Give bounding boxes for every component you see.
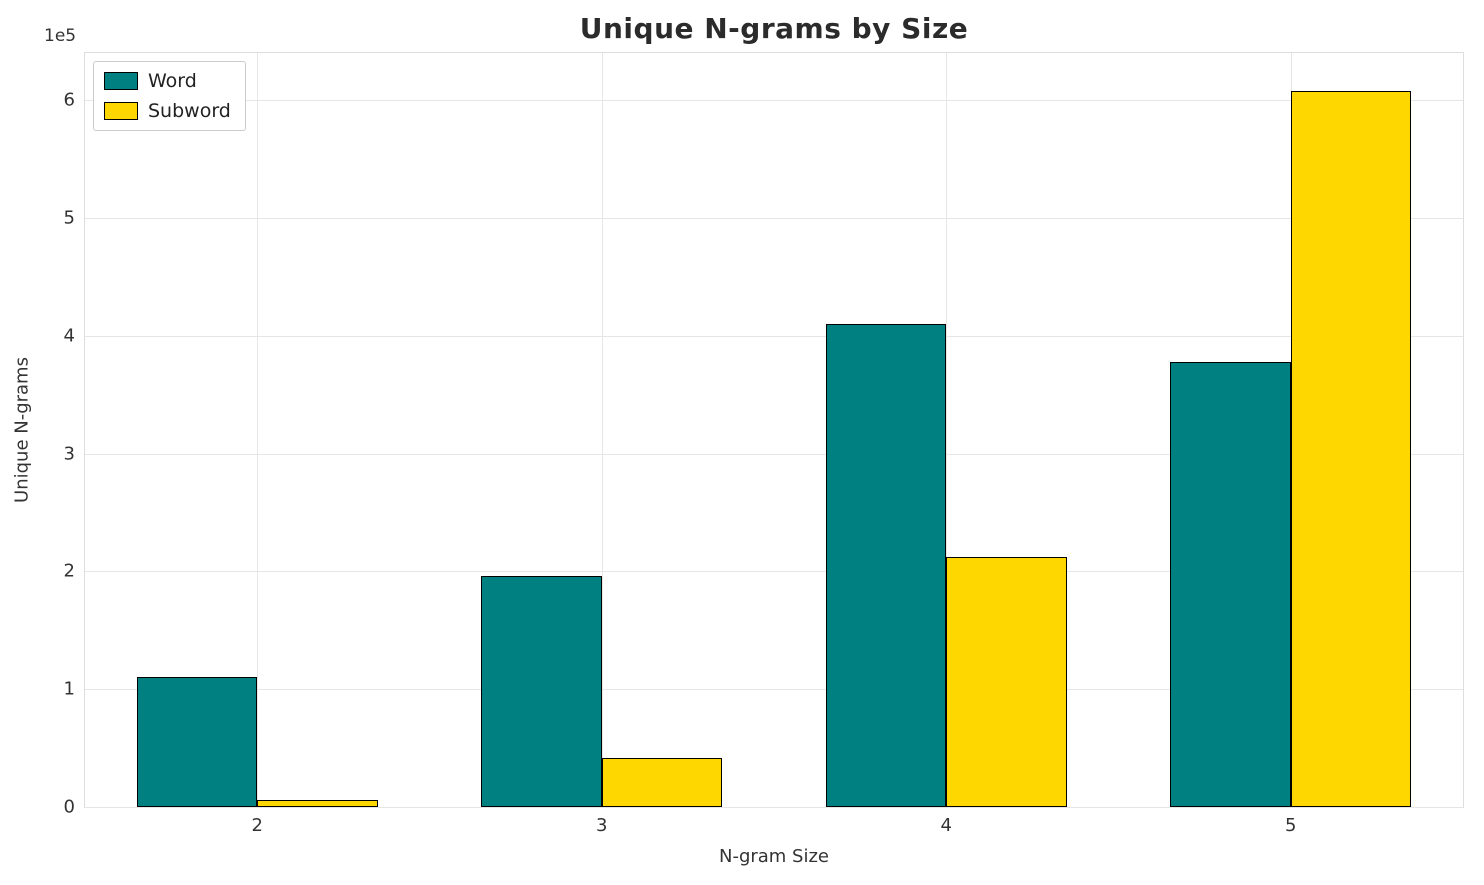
bar-word-5 xyxy=(1170,361,1291,807)
y-axis-label: Unique N-grams xyxy=(11,357,33,503)
legend-swatch-subword xyxy=(104,102,138,120)
bar-subword-4 xyxy=(946,557,1067,807)
horizontal-gridline xyxy=(85,335,1463,337)
legend-label-word: Word xyxy=(148,70,197,92)
chart-title: Unique N-grams by Size xyxy=(579,12,969,45)
x-tick-label: 5 xyxy=(1285,815,1297,836)
y-tick-label: 2 xyxy=(63,560,75,582)
bar-subword-2 xyxy=(257,799,378,807)
y-tick-label: 3 xyxy=(63,443,75,465)
horizontal-gridline xyxy=(85,571,1463,573)
horizontal-gridline xyxy=(85,689,1463,691)
bar-word-3 xyxy=(481,576,602,807)
y-tick-label: 1 xyxy=(63,678,75,700)
legend-entry-word: Word xyxy=(104,70,231,92)
horizontal-gridline xyxy=(85,217,1463,219)
y-axis-offset-text: 1e5 xyxy=(44,26,77,46)
bar-word-2 xyxy=(136,677,258,807)
legend: Word Subword xyxy=(93,61,246,131)
y-tick-label: 0 xyxy=(63,796,75,818)
horizontal-gridline xyxy=(85,453,1463,455)
y-tick-label: 6 xyxy=(63,89,75,111)
horizontal-gridline xyxy=(85,807,1463,808)
x-tick-label: 3 xyxy=(596,815,608,836)
bar-word-4 xyxy=(825,323,947,807)
legend-entry-subword: Subword xyxy=(104,100,231,122)
y-tick-label: 4 xyxy=(63,325,75,347)
x-axis-label: N-gram Size xyxy=(718,846,830,867)
bar-subword-5 xyxy=(1290,90,1412,807)
x-tick-label: 2 xyxy=(251,815,263,836)
legend-label-subword: Subword xyxy=(148,100,231,122)
plot-area: Word Subword 0 1 2 3 4 5 6 2 3 4 5 xyxy=(64,52,1464,836)
vertical-gridline xyxy=(946,53,948,807)
legend-swatch-word xyxy=(104,72,138,90)
bar-subword-3 xyxy=(601,757,723,807)
vertical-gridline xyxy=(601,53,603,807)
x-tick-label: 4 xyxy=(940,815,952,836)
vertical-gridline xyxy=(257,53,259,807)
y-tick-label: 5 xyxy=(63,207,75,229)
horizontal-gridline xyxy=(85,100,1463,102)
